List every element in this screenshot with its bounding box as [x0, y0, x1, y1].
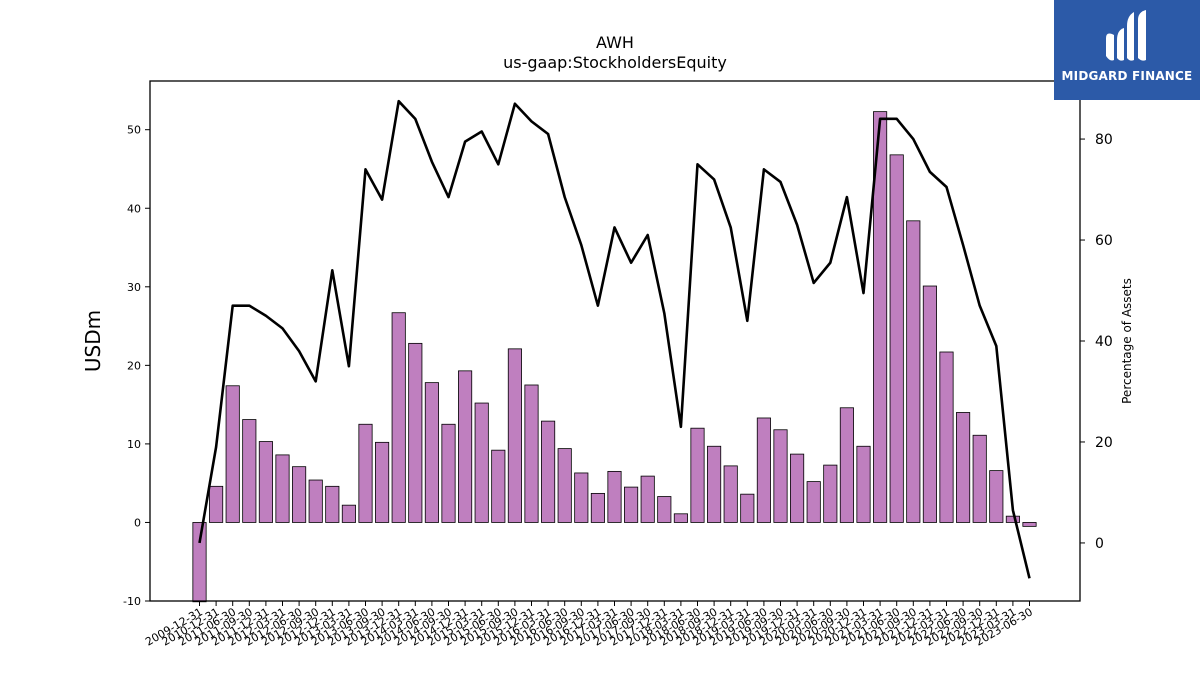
- bar: [624, 486, 639, 523]
- bar: [723, 465, 738, 523]
- midgard-finance-logo: MIDGARD FINANCE: [1054, 0, 1200, 100]
- bar: [989, 470, 1004, 523]
- bar: [308, 479, 323, 523]
- bar: [690, 427, 705, 523]
- y-axis-ticks: -10 0 10 20 30 40 50: [123, 124, 150, 608]
- bar: [1022, 522, 1037, 527]
- chart-subtitle: us-gaap:StockholdersEquity: [503, 53, 727, 72]
- bar: [325, 485, 340, 523]
- bar: [292, 466, 307, 523]
- y2-tick-label: 0: [1095, 536, 1104, 552]
- y-tick-label: 30: [127, 281, 141, 294]
- bar: [790, 453, 805, 523]
- y2-tick-label: 60: [1095, 233, 1113, 249]
- bar: [275, 454, 290, 523]
- y2-tick-label: 40: [1095, 334, 1113, 350]
- bar: [756, 417, 771, 523]
- y2-tick-label: 20: [1095, 435, 1113, 451]
- bar: [541, 420, 556, 523]
- bar: [557, 448, 572, 523]
- bar: [341, 504, 356, 523]
- bar: [209, 485, 224, 523]
- x-axis-ticks: 2009-12-312010-12-312011-06-302011-09-30…: [143, 601, 1035, 649]
- bar: [856, 445, 871, 523]
- bar: [474, 402, 489, 523]
- axes: [149, 80, 1081, 602]
- y-tick-label: 0: [134, 516, 141, 529]
- y2-axis-ticks: 0 20 40 60 80: [1080, 132, 1113, 552]
- y2-axis-label: Percentage of Assets: [1120, 278, 1134, 404]
- bar: [956, 412, 971, 523]
- bar: [906, 220, 921, 523]
- bar: [607, 470, 622, 523]
- bar: [441, 423, 456, 523]
- bar: [823, 464, 838, 523]
- bar: [590, 492, 605, 523]
- bar: [673, 513, 688, 523]
- bar: [225, 385, 240, 523]
- bar: [839, 407, 854, 523]
- bar: [491, 449, 506, 523]
- y2-tick-label: 80: [1095, 132, 1113, 148]
- bar: [972, 434, 987, 523]
- bar: [873, 111, 888, 523]
- bar: [424, 382, 439, 523]
- bar: [640, 475, 655, 523]
- series-line: [198, 99, 1031, 579]
- y-tick-label: 20: [127, 359, 141, 372]
- bar: [574, 472, 589, 523]
- bar: [939, 351, 954, 523]
- bar: [657, 496, 672, 523]
- y-tick-label: -10: [123, 595, 141, 608]
- bar: [242, 419, 257, 523]
- bar: [524, 384, 539, 523]
- bar: [889, 154, 904, 523]
- bar: [806, 481, 821, 523]
- bar: [258, 441, 273, 523]
- bar: [507, 348, 522, 523]
- bar: [192, 522, 207, 603]
- bar: [408, 342, 423, 523]
- chart-title: AWH: [596, 33, 634, 52]
- bar: [391, 312, 406, 523]
- y-tick-label: 10: [127, 438, 141, 451]
- y-tick-label: 50: [127, 124, 141, 137]
- bar: [707, 445, 722, 523]
- bar: [458, 370, 473, 523]
- bar: [375, 441, 390, 523]
- bar-series: [192, 111, 1037, 603]
- logo-text: MIDGARD FINANCE: [1061, 69, 1193, 83]
- line-series: [198, 99, 1031, 579]
- bar: [358, 423, 373, 523]
- bar: [773, 429, 788, 523]
- midgard-logo-icon: [1106, 10, 1146, 61]
- bar: [922, 285, 937, 523]
- y-tick-label: 40: [127, 202, 141, 215]
- y-axis-label: USDm: [81, 310, 105, 372]
- bar: [740, 493, 755, 523]
- bar: [1005, 515, 1020, 523]
- plot-frame: [149, 80, 1081, 602]
